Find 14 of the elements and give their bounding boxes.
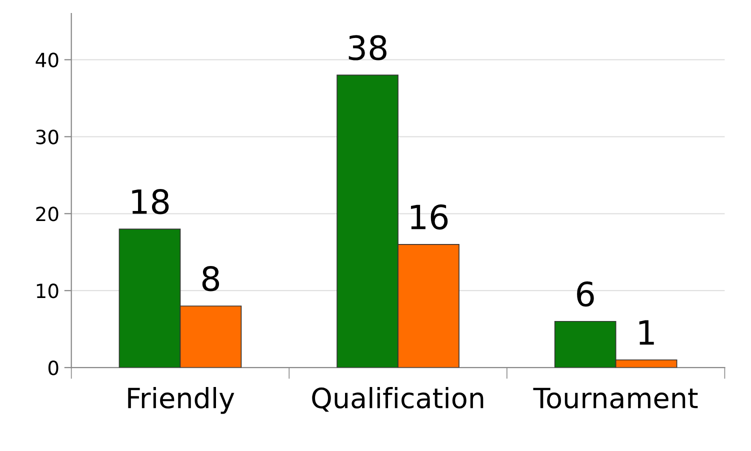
data-label: 8 <box>202 266 220 292</box>
data-label: 1 <box>639 320 654 345</box>
data-label: 38 <box>348 35 386 60</box>
x-tick-label: Qualification <box>312 387 484 412</box>
data-label: 16 <box>410 204 448 230</box>
y-tick-label: 0 <box>48 360 58 376</box>
y-tick-label: 20 <box>36 206 58 222</box>
y-tick-label: 30 <box>36 130 58 144</box>
y-tick-label: 40 <box>36 52 58 68</box>
x-tick-label: Friendly <box>128 387 234 414</box>
data-label: 6 <box>577 281 594 307</box>
data-label: 18 <box>132 189 169 214</box>
x-tick-label: Tournament <box>533 388 698 409</box>
y-tick-label: 10 <box>36 284 58 298</box>
